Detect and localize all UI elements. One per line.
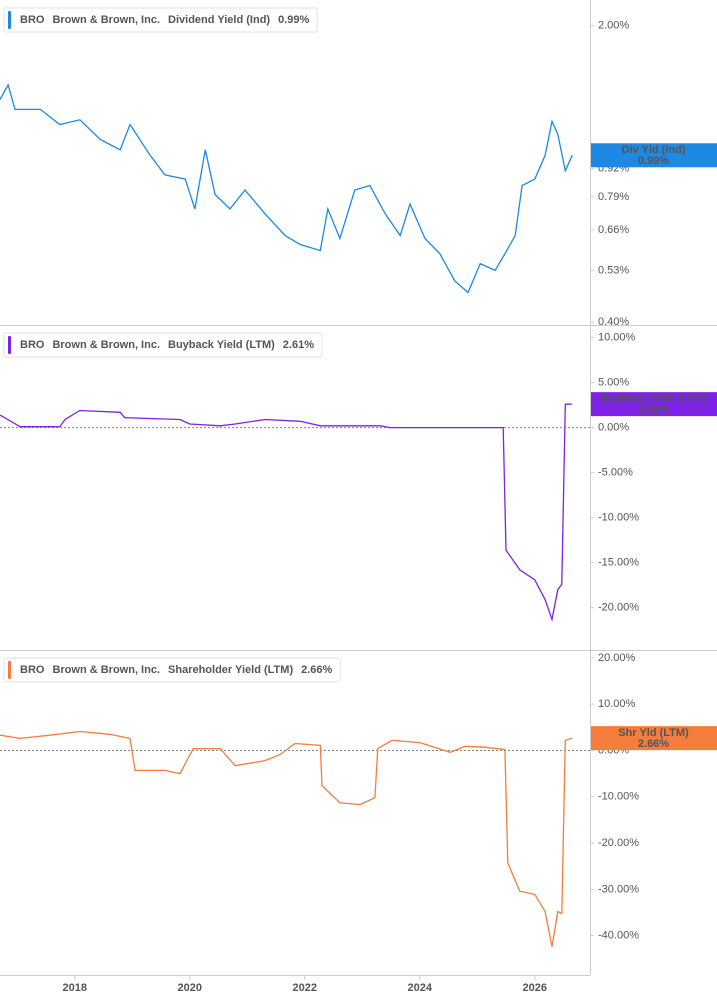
legend-value: 2.61%: [283, 339, 314, 351]
y-tick-label: 0.66%: [598, 224, 629, 236]
x-tick-label: 2026: [523, 982, 547, 994]
legend-company: Brown & Brown, Inc.: [52, 339, 160, 351]
value-tag: [591, 726, 717, 751]
y-tick-label: 10.00%: [598, 698, 636, 710]
y-tick-label: -20.00%: [598, 837, 639, 849]
legend: BRO Brown & Brown, Inc. Shareholder Yield …: [3, 657, 341, 683]
value-tag: [591, 392, 717, 417]
series-line: [0, 83, 573, 294]
y-tick-label: 20.00%: [598, 652, 636, 664]
legend-swatch: [8, 11, 11, 29]
y-tick-label: -10.00%: [598, 512, 639, 524]
legend-value: 2.66%: [301, 664, 332, 676]
legend-ticker: BRO: [20, 664, 45, 676]
x-tick-label: 2020: [178, 982, 202, 994]
legend-company: Brown & Brown, Inc.: [52, 664, 160, 676]
y-tick-label: -20.00%: [598, 602, 639, 614]
y-tick-label: -10.00%: [598, 791, 639, 803]
value-tag: [591, 143, 717, 168]
series-line: [0, 403, 573, 622]
y-tick-label: 0.53%: [598, 264, 629, 276]
y-tick-label: 5.00%: [598, 377, 629, 389]
y-tick-label: 0.40%: [598, 316, 629, 328]
legend-ticker: BRO: [20, 339, 45, 351]
y-tick-label: -40.00%: [598, 930, 639, 942]
value-tag-value: 2.66%: [638, 738, 669, 750]
x-tick-label: 2024: [408, 982, 433, 994]
legend: BRO Brown & Brown, Inc. Dividend Yield (In…: [3, 7, 318, 33]
y-tick-label: -15.00%: [598, 557, 639, 569]
legend-series-name: Shareholder Yield (LTM): [168, 664, 293, 676]
legend-swatch: [8, 336, 11, 354]
y-tick-label: -5.00%: [598, 467, 633, 479]
legend-box: [3, 657, 341, 683]
legend-company: Brown & Brown, Inc.: [52, 14, 160, 26]
y-tick-label: 0.79%: [598, 191, 629, 203]
value-tag-name: Shr Yld (LTM): [618, 727, 689, 739]
legend-series-name: Buyback Yield (LTM): [168, 339, 275, 351]
value-tag-value: 0.99%: [638, 155, 669, 167]
value-tag-value: 2.61%: [638, 404, 669, 416]
series-line: [0, 730, 573, 947]
legend-box: [3, 332, 323, 358]
legend-series-name: Dividend Yield (Ind): [168, 14, 270, 26]
value-tag-name: Buyback Yield (LTM): [600, 393, 707, 405]
y-tick-label: 0.00%: [598, 422, 629, 434]
x-tick-label: 2022: [293, 982, 317, 994]
y-tick-label: -30.00%: [598, 883, 639, 895]
y-tick-label: 10.00%: [598, 332, 636, 344]
legend-swatch: [8, 661, 11, 679]
legend-value: 0.99%: [278, 14, 309, 26]
legend: BRO Brown & Brown, Inc. Buyback Yield (LTM…: [3, 332, 323, 358]
y-tick-label: 2.00%: [598, 20, 629, 32]
legend-box: [3, 7, 318, 33]
x-tick-label: 2018: [63, 982, 87, 994]
value-tag-name: Div Yld (Ind): [622, 144, 686, 156]
legend-ticker: BRO: [20, 14, 45, 26]
